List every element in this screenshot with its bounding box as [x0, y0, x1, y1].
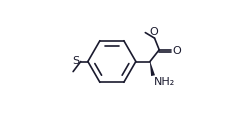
Text: S: S [73, 56, 80, 67]
Text: O: O [149, 27, 158, 37]
Polygon shape [150, 62, 155, 76]
Text: O: O [172, 46, 181, 56]
Text: NH₂: NH₂ [154, 77, 176, 87]
